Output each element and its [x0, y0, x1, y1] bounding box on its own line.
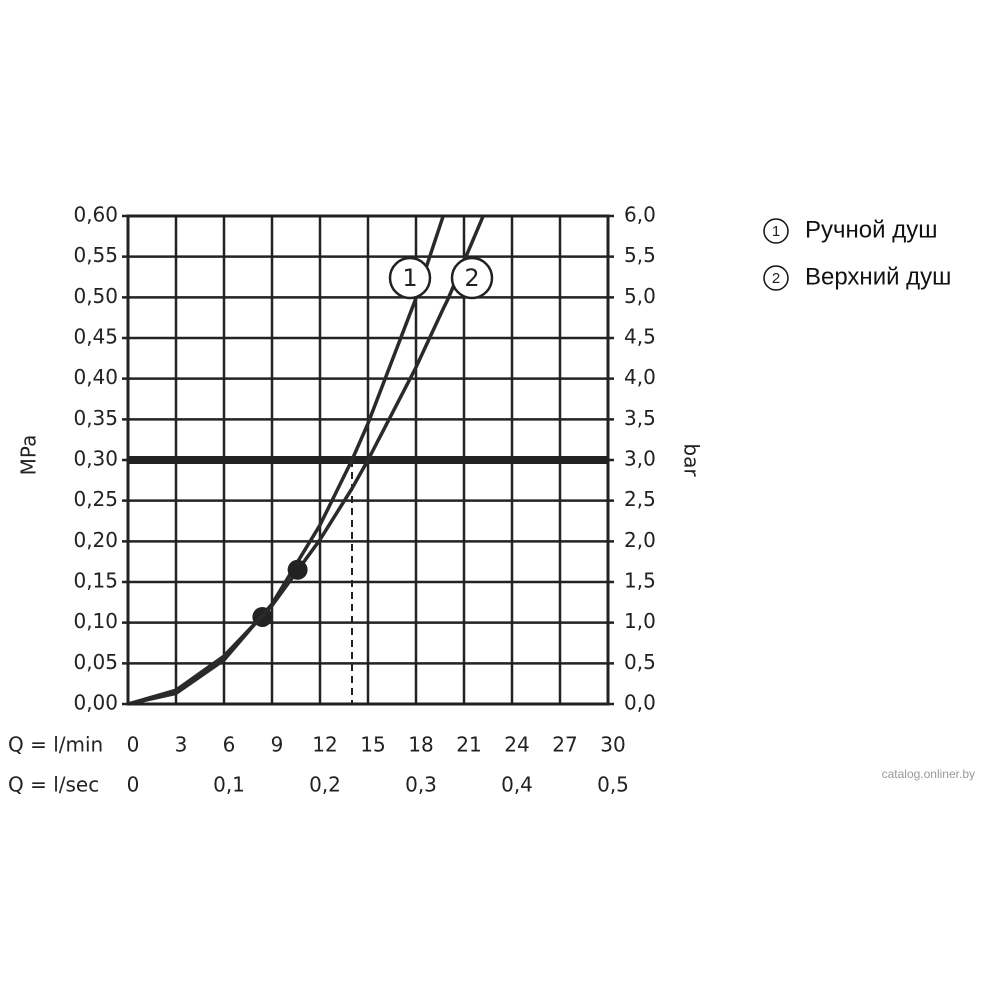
y-tick-label: 0,25: [73, 487, 118, 511]
legend-marker: [763, 218, 789, 244]
x-tick-label: 30: [600, 733, 625, 757]
legend-marker: [763, 265, 789, 291]
curve-label-circle: [388, 256, 432, 300]
y-tick-label: 0,15: [73, 569, 118, 593]
series-line: [127, 215, 485, 706]
y-tick-label: 0,30: [73, 447, 118, 471]
x-tick-label: 0: [127, 733, 140, 757]
legend-marker-label: 1: [772, 223, 780, 240]
y-tick-label: 0,50: [73, 284, 118, 308]
watermark: catalog.onliner.by: [882, 767, 975, 781]
y2-tick-label: 2,5: [624, 487, 656, 511]
series-line: [127, 215, 445, 706]
y-tick-label: 0,10: [73, 609, 118, 633]
x-tick-label: 27: [552, 733, 577, 757]
y-axis-label: MPa: [17, 435, 41, 476]
curve-label: 1: [402, 264, 417, 292]
x-tick-label: 12: [312, 733, 337, 757]
y2-tick-label: 6,0: [624, 203, 656, 227]
y-tick-label: 0,55: [73, 243, 118, 267]
y2-axis-label: bar: [680, 443, 704, 477]
x2-tick-label: 0,1: [213, 773, 245, 797]
curve-label: 2: [464, 264, 479, 292]
y2-tick-label: 0,0: [624, 691, 656, 715]
y-tick-label: 0,00: [73, 691, 118, 715]
x2-tick-label: 0,4: [501, 773, 533, 797]
x-axis-label: Q = l/min: [8, 733, 103, 757]
curve-label-circle: [450, 256, 494, 300]
x-tick-label: 6: [223, 733, 236, 757]
operating-point: [287, 559, 308, 580]
legend-label: Ручной душ: [805, 216, 937, 243]
x-tick-label: 24: [504, 733, 529, 757]
y-tick-label: 0,35: [73, 406, 118, 430]
y2-tick-label: 5,5: [624, 243, 656, 267]
y-tick-label: 0,20: [73, 528, 118, 552]
x-tick-label: 3: [175, 733, 188, 757]
x-tick-label: 9: [271, 733, 284, 757]
x-tick-label: 21: [456, 733, 481, 757]
y2-tick-label: 1,5: [624, 569, 656, 593]
x-tick-label: 15: [360, 733, 385, 757]
y2-tick-label: 1,0: [624, 609, 656, 633]
x2-tick-label: 0: [127, 773, 140, 797]
legend-marker-label: 2: [772, 270, 780, 287]
x2-tick-label: 0,2: [309, 773, 341, 797]
y-tick-label: 0,60: [73, 203, 118, 227]
x2-tick-label: 0,3: [405, 773, 437, 797]
y2-tick-label: 0,5: [624, 650, 656, 674]
y-tick-label: 0,05: [73, 650, 118, 674]
y2-tick-label: 3,5: [624, 406, 656, 430]
y2-tick-label: 3,0: [624, 447, 656, 471]
plot-frame: [126, 214, 610, 706]
y2-tick-label: 5,0: [624, 284, 656, 308]
y2-tick-label: 4,5: [624, 325, 656, 349]
x2-axis-label: Q = l/sec: [8, 773, 99, 797]
legend-label: Верхний душ: [805, 263, 951, 290]
x2-tick-label: 0,5: [597, 773, 629, 797]
x-tick-label: 18: [408, 733, 433, 757]
y-tick-label: 0,45: [73, 325, 118, 349]
y2-tick-label: 4,0: [624, 365, 656, 389]
y2-tick-label: 2,0: [624, 528, 656, 552]
y-tick-label: 0,40: [73, 365, 118, 389]
